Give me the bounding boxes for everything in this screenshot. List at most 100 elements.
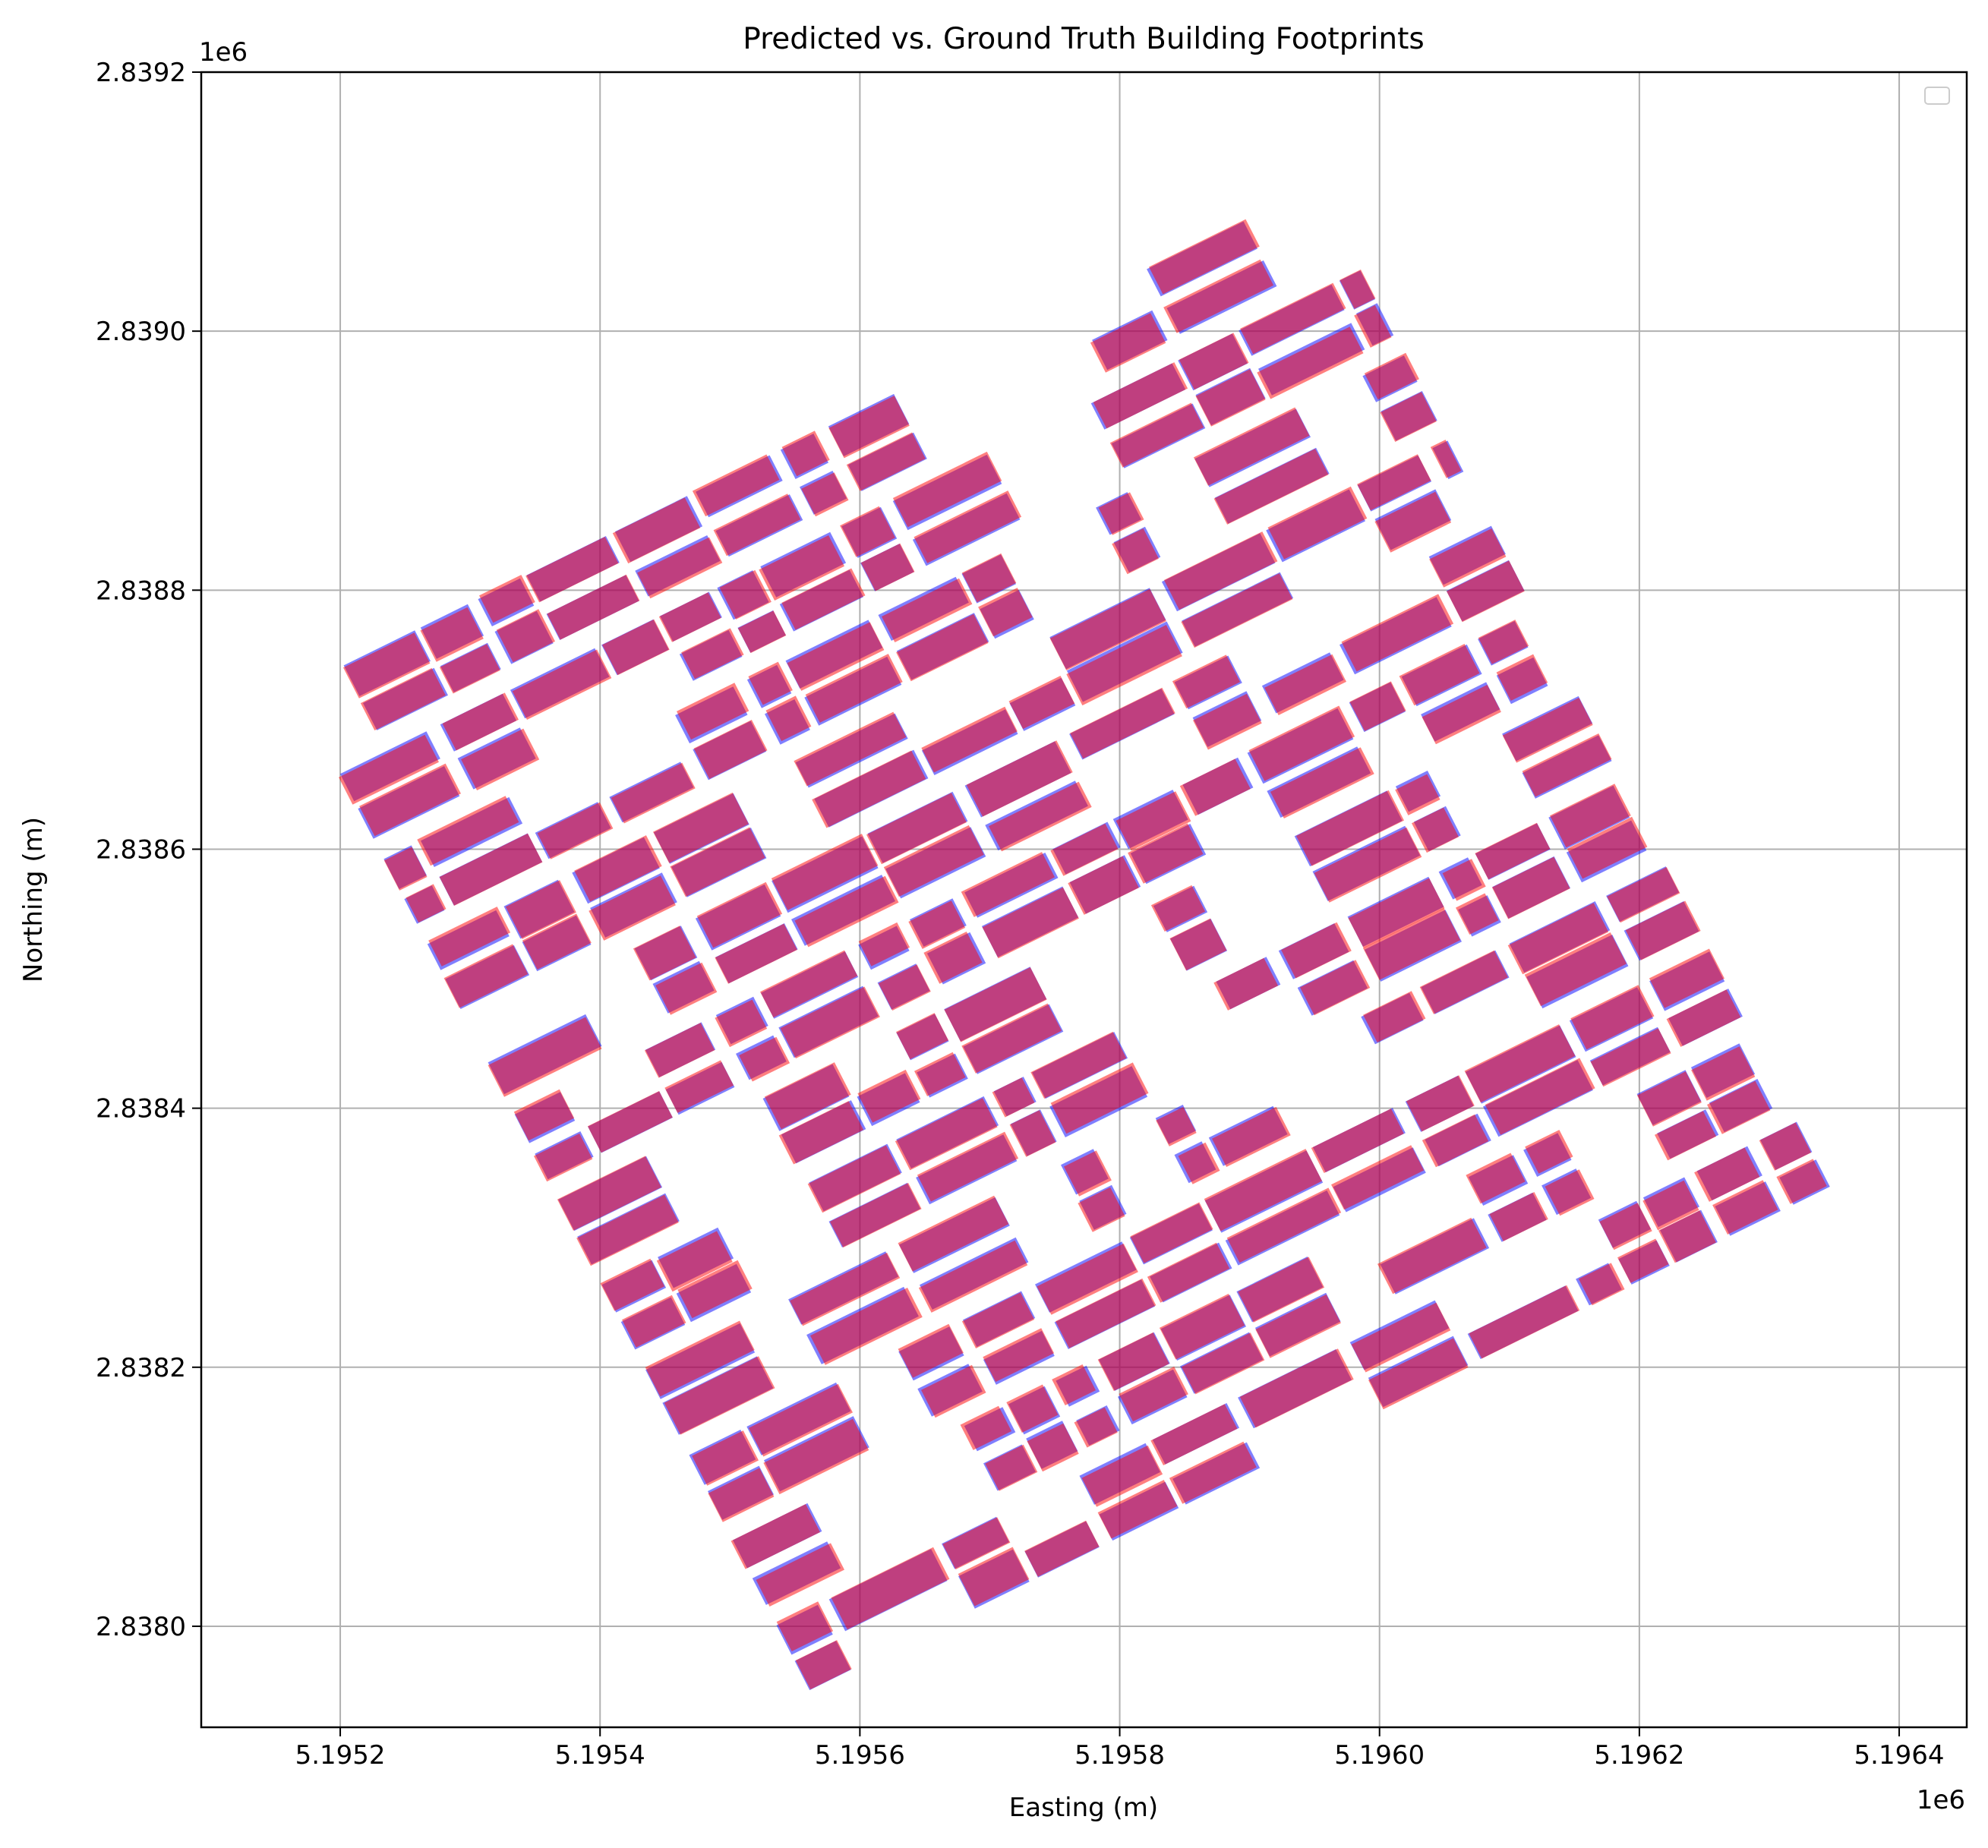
ground-truth-footprint <box>405 884 447 923</box>
ground-truth-footprint <box>1380 392 1437 442</box>
ground-truth-footprint <box>1240 282 1346 355</box>
y-tick-label: 2.8384 <box>96 1094 186 1124</box>
ground-truth-footprint <box>1331 1145 1425 1210</box>
ground-truth-footprint <box>479 575 535 623</box>
ground-truth-footprint <box>896 613 989 682</box>
ground-truth-footprint <box>1567 816 1648 879</box>
ground-truth-footprint <box>622 1295 686 1348</box>
x-tick-label: 5.1964 <box>1854 1740 1945 1771</box>
ground-truth-footprint <box>1617 1238 1669 1283</box>
ground-truth-footprint <box>359 763 461 837</box>
ground-truth-footprint <box>1257 326 1364 399</box>
ground-truth-footprint <box>805 654 903 723</box>
ground-truth-footprint <box>1052 1364 1096 1405</box>
ground-truth-footprint <box>439 644 500 694</box>
ground-truth-footprint <box>1193 407 1310 486</box>
ground-truth-footprint <box>696 881 783 948</box>
ground-truth-footprint <box>1607 867 1680 923</box>
y-axis-label: Northing (m) <box>18 817 49 982</box>
ground-truth-footprint <box>1270 747 1374 818</box>
ground-truth-footprint <box>1027 1423 1079 1472</box>
ground-truth-footprint <box>828 396 910 459</box>
ground-truth-footprint <box>1037 1243 1138 1315</box>
ground-truth-footprint <box>895 1098 998 1171</box>
ground-truth-footprint <box>794 875 899 948</box>
ground-truth-footprint <box>1430 440 1462 478</box>
ground-truth-footprint <box>1050 823 1119 876</box>
ground-truth-footprint <box>428 907 511 967</box>
x-tick-label: 5.1962 <box>1594 1740 1684 1771</box>
ground-truth-footprint <box>1642 1180 1699 1231</box>
ground-truth-footprint <box>914 1052 966 1096</box>
ground-truth-footprint <box>1759 1122 1812 1171</box>
ground-truth-footprint <box>1354 304 1392 348</box>
ground-truth-footprint <box>878 964 931 1011</box>
ground-truth-footprint <box>810 1288 923 1365</box>
ground-truth-footprint <box>776 1601 834 1651</box>
ground-truth-footprint <box>547 574 640 640</box>
ground-truth-footprint <box>658 592 721 642</box>
ground-truth-footprint <box>1429 528 1507 588</box>
ground-truth-footprint <box>534 1134 593 1182</box>
y-tick-label: 2.8392 <box>96 58 186 88</box>
ground-truth-footprint <box>1296 790 1404 866</box>
ground-truth-footprint <box>908 900 966 949</box>
ground-truth-footprint <box>978 588 1033 637</box>
ground-truth-footprint <box>794 711 907 787</box>
ground-truth-footprint <box>670 827 765 897</box>
ground-truth-footprint <box>1475 822 1551 880</box>
ground-truth-footprint <box>961 1003 1062 1074</box>
ground-truth-footprint <box>589 875 676 941</box>
ground-truth-footprint <box>417 796 519 866</box>
ground-truth-footprint <box>982 887 1079 959</box>
ground-truth-footprint <box>866 793 967 865</box>
ground-truth-footprint <box>1090 313 1166 373</box>
ground-truth-footprint <box>857 1069 921 1123</box>
ground-truth-footprint <box>921 706 1018 773</box>
ground-truth-footprint <box>1314 827 1422 903</box>
ground-truth-footprint <box>807 1145 901 1213</box>
ground-truth-footprint <box>1491 856 1570 919</box>
ground-truth-footprint <box>1150 1404 1238 1465</box>
ground-truth-footprint <box>989 781 1092 852</box>
ground-truth-footprint <box>1008 676 1075 730</box>
ground-truth-footprint <box>795 1640 852 1690</box>
ground-truth-footprint <box>537 802 614 859</box>
ground-truth-footprint <box>1169 1441 1257 1504</box>
ground-truth-footprint <box>1130 1202 1213 1263</box>
ground-truth-footprint <box>1281 922 1352 979</box>
x-tick-label: 5.1952 <box>295 1740 386 1771</box>
ground-truth-footprint <box>1364 352 1419 400</box>
ground-truth-footprint <box>1030 1031 1127 1099</box>
ground-truth-footprint <box>812 750 926 828</box>
ground-truth-footprint <box>360 667 446 730</box>
ground-truth-footprint <box>1422 684 1501 745</box>
ground-truth-footprint <box>1267 486 1368 560</box>
ground-truth-footprint <box>1406 1075 1475 1132</box>
ground-truth-footprint <box>1169 918 1227 971</box>
ground-truth-footprint <box>985 1444 1038 1491</box>
ground-truth-footprint <box>765 695 812 742</box>
ground-truth-footprint <box>1578 1263 1625 1306</box>
ground-truth-footprint <box>923 932 983 984</box>
x-offset-label: 1e6 <box>1917 1785 1965 1815</box>
ground-truth-footprint <box>1119 1366 1188 1422</box>
ground-truth-footprint <box>1181 573 1293 648</box>
ground-truth-footprint <box>1097 1480 1178 1539</box>
ground-truth-footprint <box>1204 1149 1323 1231</box>
ground-truth-footprint <box>653 792 749 863</box>
ground-truth-footprint <box>656 1231 733 1292</box>
ground-truth-footprint <box>1507 903 1609 975</box>
ground-truth-footprint <box>637 537 723 599</box>
ground-truth-footprint <box>1070 687 1175 759</box>
ground-truth-footprint <box>882 578 973 642</box>
ground-truth-footprint <box>505 880 576 939</box>
x-tick-label: 5.1960 <box>1334 1740 1425 1771</box>
ground-truth-footprint <box>1349 681 1406 731</box>
ground-truth-footprint <box>1658 1210 1716 1263</box>
ground-truth-footprint <box>1707 1080 1771 1134</box>
ground-truth-footprint <box>664 1356 775 1435</box>
ground-truth-footprint <box>983 1328 1055 1383</box>
ground-truth-footprint <box>513 1089 575 1141</box>
ground-truth-footprint <box>1179 333 1249 390</box>
